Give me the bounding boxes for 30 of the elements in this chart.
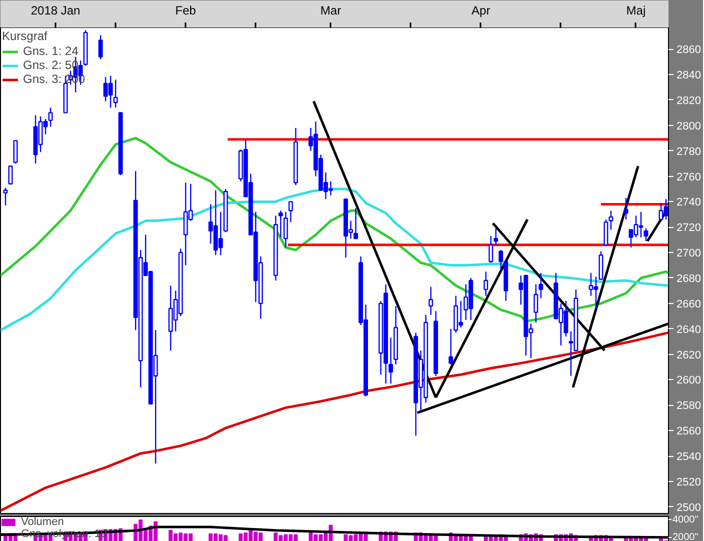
y-tick-label: 2000'' [672, 532, 699, 541]
x-tick-label: 2018 Jan [30, 4, 80, 18]
y-tick-label: 2780 [676, 146, 701, 158]
y-tick-label: 2760 [676, 171, 701, 184]
y-tick-label: 2700 [676, 248, 701, 260]
x-tick-label: Maj [626, 4, 646, 18]
x-tick-label: Mar [320, 4, 342, 18]
y-tick-label: 2800 [676, 120, 701, 132]
legend-label: Volumen [21, 516, 64, 528]
x-tick-label: Feb [175, 4, 196, 18]
y-tick-label: 2600 [676, 374, 701, 387]
y-tick-label: 2640 [676, 324, 701, 336]
y-tick-label: 2740 [676, 196, 701, 209]
legend-title: Kursgraf [2, 29, 48, 43]
y-tick-label: 2580 [676, 400, 701, 412]
y-tick-label: 2820 [676, 94, 701, 107]
y-tick-label: 2560 [676, 426, 701, 438]
y-tick-label: 2860 [676, 44, 701, 56]
y-tick-label: 2660 [676, 298, 701, 310]
y-tick-label: 2520 [676, 476, 701, 488]
legend-label: Gns. 1: 24 [23, 44, 78, 58]
y-tick-label: 2720 [676, 222, 701, 234]
y-tick-label: 2620 [676, 349, 701, 362]
y-tick-label: 2540 [676, 451, 701, 464]
y-tick-label: 2500 [676, 502, 701, 514]
x-tick-label: Apr [472, 4, 490, 18]
y-tick-label: 4000'' [672, 514, 699, 526]
legend-label: Gns. volymen: 10 [21, 528, 107, 540]
y-tick-label: 2680 [676, 272, 701, 285]
y-tick-label: 2840 [676, 70, 701, 82]
